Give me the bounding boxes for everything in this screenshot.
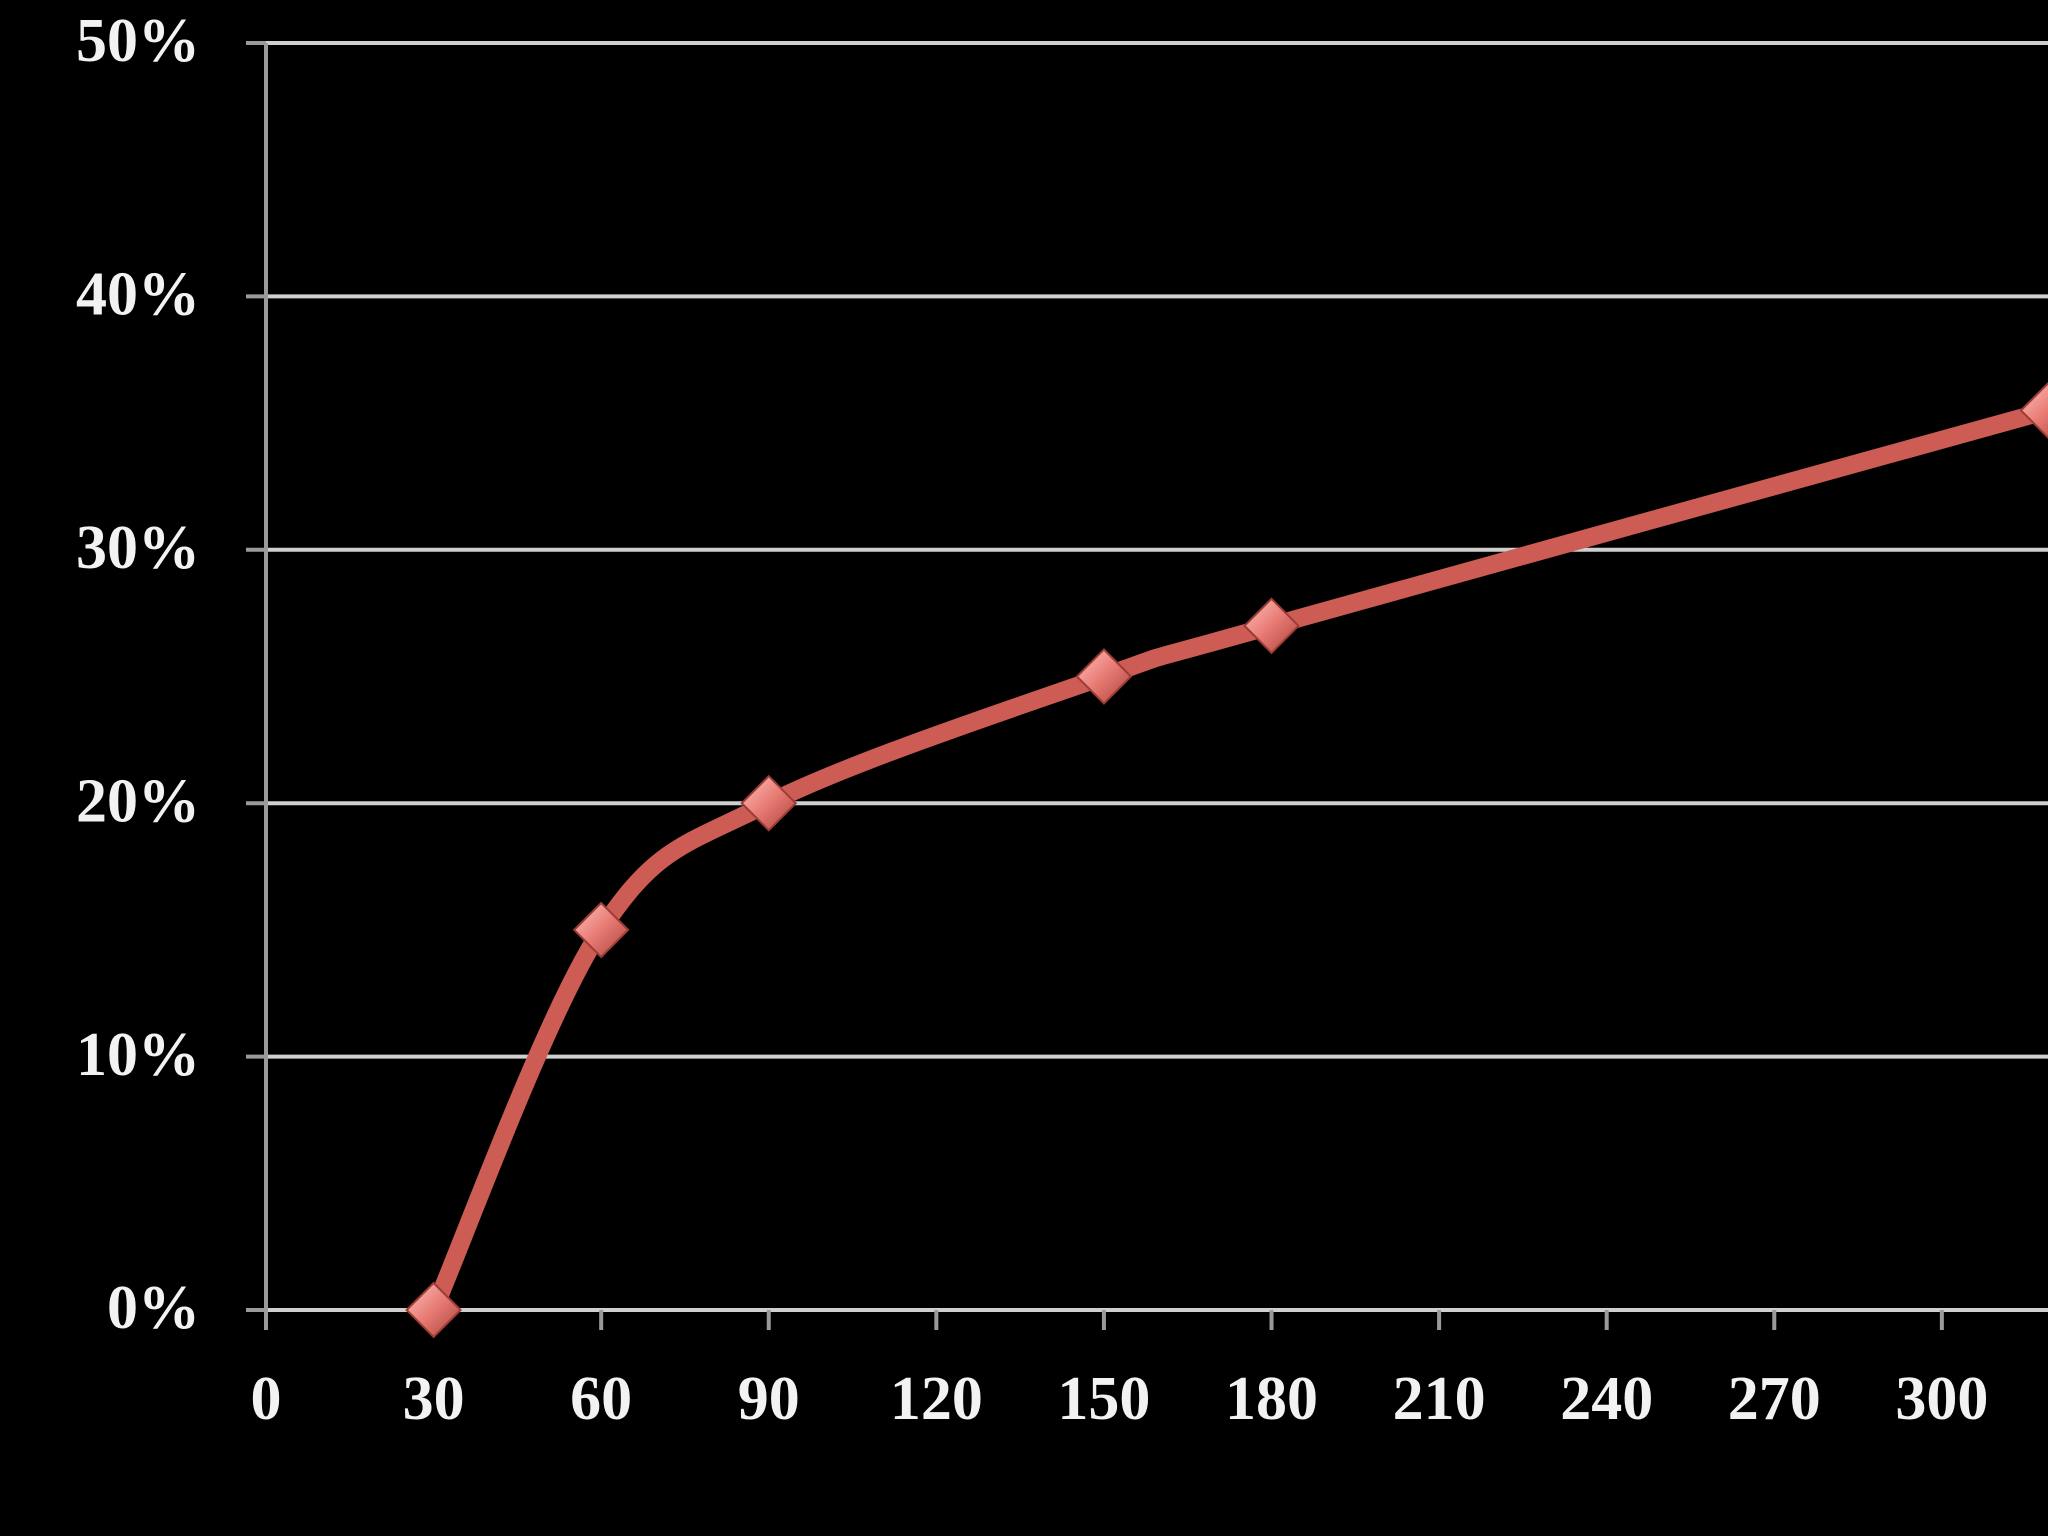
- x-tick-label: 300: [1895, 1365, 1988, 1433]
- plot: [405, 382, 2048, 1339]
- point-marker: [740, 774, 798, 832]
- point-marker: [1243, 597, 1300, 655]
- x-tick-label: 90: [738, 1365, 800, 1433]
- point-marker: [572, 901, 630, 959]
- y-tick-label: 0%: [107, 1274, 200, 1342]
- x-tick-label: 120: [890, 1365, 983, 1433]
- y-tick-label: 50%: [76, 7, 200, 75]
- y-tick-label: 40%: [76, 261, 200, 329]
- x-tick-label: 150: [1057, 1365, 1150, 1433]
- y-tick-label: 30%: [76, 514, 200, 582]
- series-line: [424, 401, 2048, 1319]
- x-tick-label: 240: [1560, 1365, 1653, 1433]
- x-tick-label: 270: [1728, 1365, 1821, 1433]
- point-marker: [405, 1281, 463, 1339]
- x-tick-label: 0: [251, 1365, 282, 1433]
- point-marker: [1075, 648, 1133, 705]
- x-tick-label: 30: [403, 1365, 465, 1433]
- y-tick-label: 10%: [76, 1021, 200, 1089]
- y-tick-label: 20%: [76, 767, 200, 835]
- x-tick-label: 210: [1393, 1365, 1486, 1433]
- x-tick-label: 180: [1225, 1365, 1318, 1433]
- point-marker: [2019, 382, 2048, 439]
- x-tick-label: 60: [570, 1365, 632, 1433]
